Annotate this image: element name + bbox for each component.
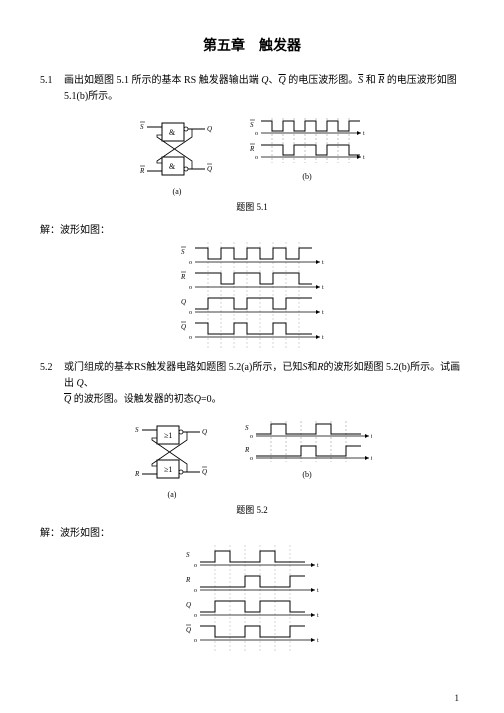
- text-fragment: 的波形图。设触发器的初态: [71, 394, 194, 405]
- svg-text:S: S: [140, 123, 144, 131]
- svg-text:R: R: [244, 446, 250, 454]
- svg-text:o: o: [255, 131, 258, 137]
- svg-text:t: t: [322, 285, 324, 291]
- problem-5-1: 5.1 画出如题图 5.1 所示的基本 RS 触发器输出端 Q、Q 的电压波形图…: [40, 73, 464, 105]
- text-fragment: 和: [307, 362, 317, 373]
- svg-text:t: t: [371, 434, 372, 440]
- problem-text: 或门组成的基本RS触发器电路如题图 5.2(a)所示，已知S和R的波形如题图 5…: [64, 360, 464, 408]
- circuit-5-1a: & & S R Q Q (a): [137, 115, 217, 196]
- symbol-q: Q: [194, 394, 201, 405]
- circuit-5-2a: ≥1 ≥1 S R Q Q (a): [132, 418, 212, 499]
- text-fragment: 、: [84, 378, 94, 389]
- symbol-q: Q: [77, 378, 84, 389]
- text-fragment: 画出如题图 5.1 所示的基本 RS 触发器输出端: [64, 75, 261, 86]
- svg-text:t: t: [317, 563, 319, 569]
- svg-text:R: R: [134, 470, 140, 478]
- figure-caption: 题图 5.1: [40, 200, 464, 213]
- problem-number: 5.1: [40, 73, 64, 105]
- answer-label: 解：波形如图：: [40, 221, 464, 236]
- svg-text:t: t: [322, 335, 324, 341]
- text-fragment: 或门组成的基本RS触发器电路如题图 5.2(a)所示，已知: [64, 362, 302, 373]
- svg-text:S: S: [181, 248, 185, 256]
- sublabel-a: (a): [132, 490, 212, 499]
- svg-text:t: t: [322, 260, 324, 266]
- problem-5-2: 5.2 或门组成的基本RS触发器电路如题图 5.2(a)所示，已知S和R的波形如…: [40, 360, 464, 408]
- svg-text:Q: Q: [181, 298, 186, 306]
- problem-text: 画出如题图 5.1 所示的基本 RS 触发器输出端 Q、Q 的电压波形图。S 和…: [64, 73, 464, 105]
- sublabel-b: (b): [247, 172, 367, 181]
- svg-text:R: R: [180, 273, 186, 281]
- svg-text:Q: Q: [207, 165, 212, 173]
- svg-text:S: S: [250, 121, 254, 129]
- svg-text:&: &: [169, 128, 176, 137]
- svg-text:R: R: [139, 167, 145, 175]
- text-fragment: 和: [363, 75, 378, 86]
- answer-waveform-5-2: So t Ro t Qo t Qo t: [40, 543, 464, 653]
- problem-number: 5.2: [40, 360, 64, 408]
- svg-text:o: o: [189, 335, 192, 341]
- svg-text:o: o: [194, 563, 197, 569]
- svg-text:o: o: [250, 434, 253, 440]
- figure-caption: 题图 5.2: [40, 503, 464, 516]
- text-fragment: 、: [268, 75, 278, 86]
- svg-text:Q: Q: [181, 323, 186, 331]
- input-waveform-icon: So t Ro t: [247, 115, 367, 170]
- output-waveform-icon: So t Ro t Qo t Qo t: [177, 240, 327, 350]
- svg-text:&: &: [169, 162, 176, 171]
- input-waveform-icon: So t Ro t: [242, 418, 372, 468]
- svg-text:Q: Q: [207, 125, 212, 133]
- output-waveform-icon: So t Ro t Qo t Qo t: [182, 543, 322, 653]
- text-fragment: =0。: [201, 394, 222, 405]
- svg-text:t: t: [317, 588, 319, 594]
- answer-label: 解：波形如图：: [40, 524, 464, 539]
- svg-text:t: t: [363, 155, 365, 161]
- svg-text:t: t: [322, 310, 324, 316]
- answer-waveform-5-1: So t Ro t Qo t Qo t: [40, 240, 464, 350]
- svg-text:o: o: [194, 638, 197, 644]
- svg-text:S: S: [245, 424, 249, 432]
- svg-text:o: o: [194, 588, 197, 594]
- svg-text:Q: Q: [186, 626, 191, 634]
- svg-text:≥1: ≥1: [164, 465, 172, 474]
- svg-text:t: t: [317, 613, 319, 619]
- svg-text:o: o: [189, 260, 192, 266]
- svg-text:t: t: [371, 456, 372, 462]
- svg-text:o: o: [255, 155, 258, 161]
- svg-text:R: R: [185, 576, 191, 584]
- svg-text:o: o: [194, 613, 197, 619]
- waveform-5-2b: So t Ro t (b): [242, 418, 372, 499]
- sublabel-a: (a): [137, 187, 217, 196]
- svg-text:t: t: [317, 638, 319, 644]
- diagram-row-5-2: ≥1 ≥1 S R Q Q (a) So t Ro t (b): [40, 418, 464, 499]
- svg-text:S: S: [135, 426, 139, 434]
- sublabel-b: (b): [242, 470, 372, 479]
- chapter-title: 第五章 触发器: [40, 35, 464, 55]
- page-number: 1: [455, 693, 460, 703]
- svg-text:Q: Q: [186, 601, 191, 609]
- svg-text:t: t: [363, 131, 365, 137]
- svg-text:S: S: [186, 551, 190, 559]
- diagram-row-5-1: & & S R Q Q (a) So t Ro t (b): [40, 115, 464, 196]
- svg-text:o: o: [189, 285, 192, 291]
- svg-text:o: o: [189, 310, 192, 316]
- svg-text:o: o: [250, 456, 253, 462]
- svg-text:≥1: ≥1: [164, 431, 172, 440]
- text-fragment: 的电压波形图。: [286, 75, 359, 86]
- svg-text:Q: Q: [202, 428, 207, 436]
- svg-text:R: R: [249, 145, 255, 153]
- rs-latch-circuit-icon: & & S R Q Q: [137, 115, 217, 185]
- svg-text:Q: Q: [202, 468, 207, 476]
- symbol-qbar: Q: [278, 75, 285, 86]
- or-rs-latch-circuit-icon: ≥1 ≥1 S R Q Q: [132, 418, 212, 488]
- waveform-5-1b: So t Ro t (b): [247, 115, 367, 196]
